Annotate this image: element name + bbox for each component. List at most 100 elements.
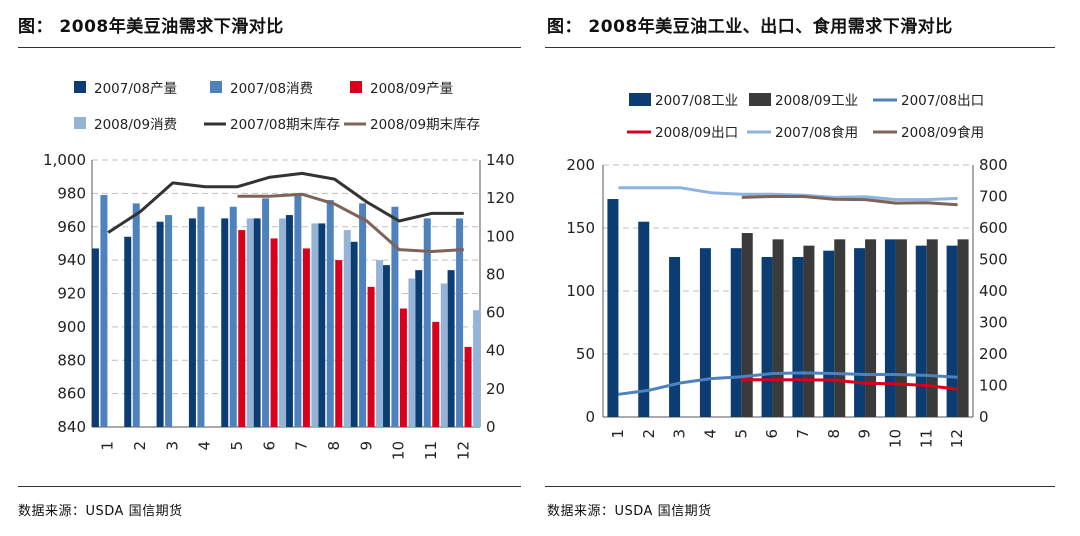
x-tick-label: 8 — [325, 441, 343, 451]
bar-2008-09工业-9 — [865, 239, 877, 417]
x-tick-label: 12 — [454, 441, 472, 460]
bar-2007-08产量-11 — [415, 270, 423, 427]
x-tick-label: 11 — [422, 441, 440, 460]
bar-2007-08消费-5 — [229, 206, 237, 427]
y-right-tick-label: 120 — [486, 189, 515, 207]
bar-2007-08消费-2 — [132, 203, 140, 427]
right-title-rule — [545, 47, 1055, 48]
right-source-note: 数据来源：USDA 国信期货 — [547, 504, 712, 519]
bar-2007-08产量-10 — [382, 265, 390, 427]
line-2007-08食用 — [618, 186, 958, 202]
left-figure-title: 图： 2008年美豆油需求下滑对比 — [18, 17, 284, 37]
bar-2007-08消费-1 — [100, 195, 108, 427]
x-tick-label: 6 — [763, 429, 781, 439]
bar-2008-09消费-12 — [473, 310, 481, 427]
x-tick-label: 9 — [357, 441, 375, 451]
bar-2007-08工业-7 — [792, 256, 804, 417]
y-right-tick-label: 300 — [979, 314, 1008, 332]
legend-label-2007-08食用: 2007/08食用 — [775, 124, 858, 141]
y-right-tick-label: 100 — [486, 227, 515, 245]
bar-2007-08消费-4 — [197, 206, 205, 427]
y-right-tick-label: 600 — [979, 219, 1008, 237]
bar-2008-09工业-6 — [772, 239, 784, 417]
x-tick-label: 5 — [228, 441, 246, 451]
y-left-tick-label: 840 — [57, 418, 86, 436]
bar-2008-09产量-7 — [302, 248, 310, 427]
bar-2008-09工业-5 — [741, 233, 753, 417]
bar-2008-09工业-8 — [834, 239, 846, 417]
legend-swatch-2008-09产量 — [350, 81, 362, 93]
x-tick-label: 1 — [609, 429, 627, 439]
bar-2007-08产量-5 — [221, 218, 229, 427]
x-tick-label: 7 — [293, 441, 311, 451]
y-left-tick-label: 900 — [57, 318, 86, 336]
x-tick-label: 5 — [732, 429, 750, 439]
x-tick-label: 8 — [825, 429, 843, 439]
legend-swatch-2007-08产量 — [74, 81, 86, 93]
legend-label-2007-08工业: 2007/08工业 — [655, 93, 738, 109]
bar-2008-09消费-11 — [440, 283, 448, 427]
x-tick-label: 2 — [640, 429, 658, 439]
left-chart: 840 860 880 900 920 940 960 980 1,000 0 20 40 60 80 10… — [43, 81, 515, 460]
x-tick-label: 4 — [196, 441, 214, 451]
y-right-tick-label: 60 — [486, 304, 505, 322]
x-tick-label: 1 — [99, 441, 117, 451]
bar-2007-08产量-2 — [124, 236, 132, 427]
line-2008-09期末库存 — [237, 192, 464, 253]
legend-swatch-2007-08工业 — [629, 93, 651, 106]
line-2008-09出口 — [741, 378, 958, 391]
bar-2008-09产量-12 — [464, 346, 472, 427]
y-right-tick-label: 700 — [979, 188, 1008, 206]
line-2007-08出口 — [618, 371, 958, 396]
y-right-tick-label: 80 — [486, 265, 505, 283]
y-right-tick-label: 0 — [486, 418, 496, 436]
y-right-tick-label: 40 — [486, 342, 505, 360]
bar-2007-08产量-9 — [350, 241, 358, 427]
y-right-tick-label: 0 — [979, 408, 989, 426]
bar-2008-09消费-6 — [279, 218, 287, 427]
bar-2007-08消费-6 — [262, 198, 270, 427]
bar-2008-09消费-8 — [343, 230, 351, 427]
bar-2007-08工业-3 — [669, 256, 681, 417]
bar-2007-08工业-10 — [884, 239, 896, 417]
y-right-tick-label: 200 — [979, 345, 1008, 363]
y-right-tick-label: 500 — [979, 251, 1008, 269]
x-tick-label: 9 — [856, 429, 874, 439]
bar-2008-09产量-9 — [367, 286, 375, 427]
bar-2007-08工业-12 — [946, 245, 958, 417]
legend-label-2008-09出口: 2008/09出口 — [655, 125, 738, 141]
left-source-note: 数据来源：USDA 国信期货 — [18, 504, 183, 519]
x-tick-label: 2 — [131, 441, 149, 451]
legend-label-2008-09产量: 2008/09产量 — [370, 81, 453, 97]
legend-swatch-2008-09消费 — [74, 117, 86, 129]
bar-2008-09工业-7 — [803, 245, 815, 417]
bar-2007-08产量-7 — [285, 215, 293, 427]
y-left-tick-label: 920 — [57, 285, 86, 303]
bar-2007-08产量-3 — [156, 221, 164, 427]
y-right-tick-label: 800 — [979, 156, 1008, 174]
bar-2007-08工业-8 — [823, 250, 835, 417]
y-left-tick-label: 50 — [576, 345, 595, 363]
x-tick-label: 12 — [948, 429, 966, 448]
bar-2007-08消费-7 — [294, 195, 302, 427]
bar-2007-08工业-1 — [607, 199, 619, 417]
bar-2008-09消费-7 — [311, 223, 319, 427]
bar-2008-09产量-6 — [270, 238, 278, 427]
bar-2008-09消费-9 — [376, 260, 384, 427]
x-tick-label: 10 — [886, 429, 904, 448]
bar-2007-08消费-3 — [165, 215, 173, 427]
line-2008-09食用 — [741, 195, 958, 207]
bar-2007-08消费-9 — [359, 203, 367, 427]
bar-2007-08工业-5 — [730, 248, 742, 417]
bar-2008-09消费-5 — [246, 218, 254, 427]
legend-swatch-2007-08消费 — [210, 81, 222, 93]
legend-label-2007-08产量: 2007/08产量 — [94, 81, 177, 97]
legend-label-2007-08期末库存: 2007/08期末库存 — [230, 117, 340, 133]
bar-2007-08工业-9 — [854, 248, 866, 417]
y-right-tick-label: 100 — [979, 377, 1008, 395]
bar-2007-08工业-11 — [915, 245, 927, 417]
bar-2007-08产量-8 — [318, 223, 326, 427]
y-left-tick-label: 880 — [57, 351, 86, 369]
bar-2008-09产量-5 — [238, 230, 246, 427]
